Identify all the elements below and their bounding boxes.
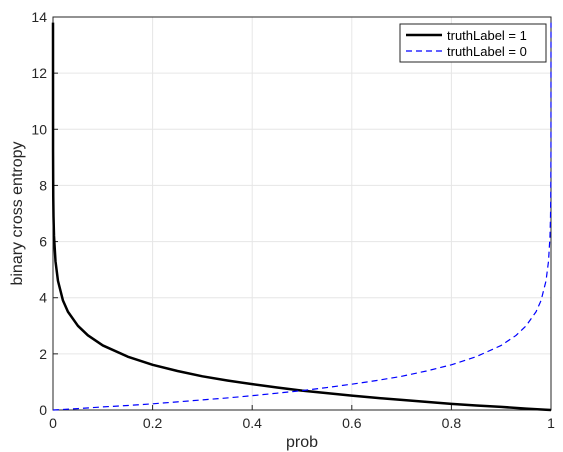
legend-label: truthLabel = 0 bbox=[447, 44, 527, 59]
y-axis-label: binary cross entropy bbox=[9, 141, 26, 285]
x-tick-label: 0.4 bbox=[242, 415, 262, 431]
y-tick-label: 6 bbox=[39, 234, 47, 250]
y-tick-label: 10 bbox=[31, 121, 47, 137]
series-line-2 bbox=[52, 22, 552, 411]
legend-label: truthLabel = 1 bbox=[447, 28, 527, 43]
y-tick-label: 12 bbox=[31, 65, 47, 81]
series-line-1 bbox=[51, 22, 552, 412]
y-tick-label: 2 bbox=[39, 346, 47, 362]
plot-area-frame bbox=[52, 16, 552, 411]
y-tick-label: 4 bbox=[39, 290, 47, 306]
x-tick-label: 1 bbox=[547, 415, 555, 431]
grid bbox=[52, 16, 552, 411]
x-tick-label: 0.6 bbox=[342, 415, 362, 431]
legend-box bbox=[399, 23, 547, 63]
x-tick-label: 0.2 bbox=[143, 415, 163, 431]
y-tick-label: 0 bbox=[39, 402, 47, 418]
x-tick-label: 0 bbox=[49, 415, 57, 431]
series-lines bbox=[51, 22, 552, 412]
x-axis-label: prob bbox=[286, 434, 318, 451]
y-tick-label: 14 bbox=[31, 9, 47, 25]
x-tick-label: 0.8 bbox=[442, 415, 462, 431]
y-tick-label: 8 bbox=[39, 177, 47, 193]
